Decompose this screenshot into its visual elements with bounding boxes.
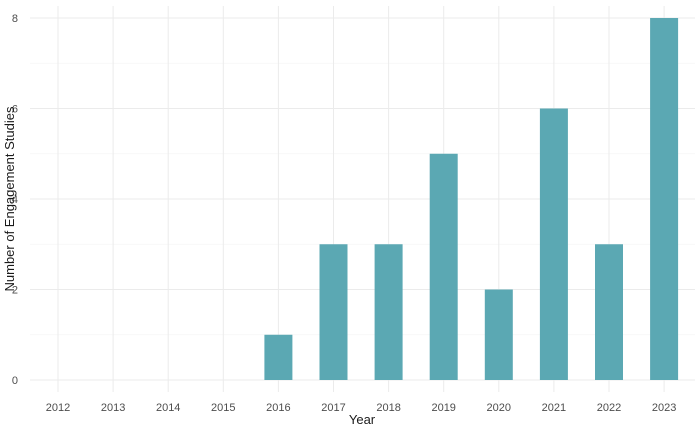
y-axis-title: Number of Engagement Studies <box>2 106 17 291</box>
x-tick-label: 2020 <box>487 402 511 414</box>
x-tick-label: 2022 <box>597 402 621 414</box>
y-tick-label: 8 <box>12 13 18 25</box>
bar-2016 <box>264 334 293 380</box>
x-tick-label: 2015 <box>211 402 235 414</box>
x-axis-ticks: 2012 2013 2014 2015 2016 2017 2018 2019 2020 2021… <box>46 402 677 414</box>
x-tick-label: 2016 <box>266 402 290 414</box>
x-tick-label: 2013 <box>101 402 125 414</box>
x-tick-label: 2014 <box>156 402 180 414</box>
x-axis-title: Year <box>349 412 376 426</box>
bar-2019 <box>429 153 458 380</box>
x-tick-label: 2021 <box>542 402 566 414</box>
x-tick-label: 2019 <box>431 402 455 414</box>
x-tick-label: 2017 <box>321 402 345 414</box>
bars <box>264 18 679 380</box>
gridlines <box>30 6 695 392</box>
x-tick-label: 2012 <box>46 402 70 414</box>
y-tick-label: 6 <box>12 104 18 116</box>
y-axis-ticks: 0 2 4 6 8 <box>12 13 18 387</box>
y-tick-label: 2 <box>12 285 18 297</box>
x-tick-label: 2023 <box>652 402 676 414</box>
bar-2018 <box>374 244 403 380</box>
bar-2020 <box>484 289 513 380</box>
x-tick-label: 2018 <box>376 402 400 414</box>
y-tick-label: 4 <box>12 194 18 206</box>
bar-2017 <box>319 244 348 380</box>
y-tick-label: 0 <box>12 375 18 387</box>
bar-2023 <box>650 18 679 380</box>
bar-2022 <box>595 244 623 380</box>
bar-2021 <box>539 108 568 380</box>
